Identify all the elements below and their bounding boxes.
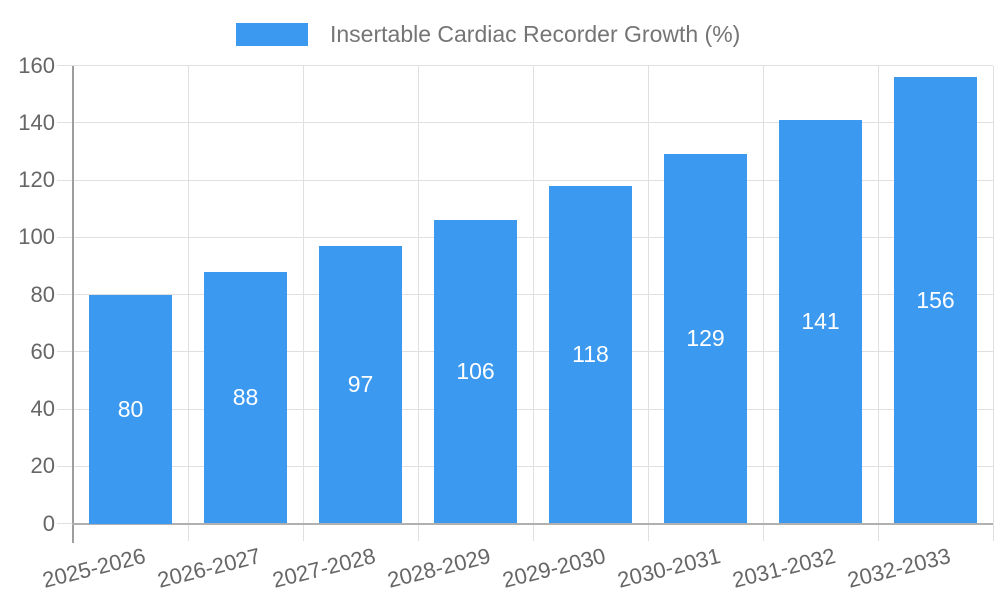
v-gridline [762,65,764,541]
bar-value-label: 106 [456,358,495,385]
bar-value-label: 156 [916,286,955,313]
y-tick-label: 100 [18,224,55,250]
v-gridline [992,65,994,541]
bar[interactable] [89,294,172,524]
x-tick-label: 2031-2032 [730,543,839,593]
v-gridline [877,65,879,541]
x-tick-label: 2027-2028 [270,543,379,593]
x-tick-label: 2030-2031 [615,543,724,593]
h-gridline [57,351,993,353]
h-gridline [57,465,993,467]
x-tick-label: 2028-2029 [385,543,494,593]
y-tick-label: 60 [30,338,55,364]
y-axis-line [72,65,74,543]
v-gridline [417,65,419,541]
legend[interactable]: Insertable Cardiac Recorder Growth (%) [236,20,740,48]
h-gridline [57,179,993,181]
x-tick-label: 2032-2033 [845,543,954,593]
bar-value-label: 88 [232,384,259,411]
x-axis-line [72,523,993,525]
x-tick-label: 2025-2026 [40,543,149,593]
bar-value-label: 97 [347,371,374,398]
y-tick-label: 20 [30,453,55,479]
bar[interactable] [894,76,977,524]
y-tick-label: 0 [42,510,55,536]
y-axis-tick [57,523,73,524]
h-gridline [57,122,993,124]
bar-value-label: 141 [801,308,840,335]
legend-label: Insertable Cardiac Recorder Growth (%) [330,21,741,47]
x-tick-label: 2026-2027 [155,543,264,593]
bar[interactable] [664,154,747,524]
y-tick-label: 40 [30,396,55,421]
y-tick-label: 80 [30,281,55,307]
legend-swatch[interactable] [236,22,308,46]
v-gridline [302,65,304,541]
v-gridline [532,65,534,541]
bar[interactable] [204,271,287,524]
bar-value-label: 80 [117,395,144,422]
h-gridline [57,65,993,66]
v-gridline [187,65,189,541]
y-tick-label: 140 [18,109,55,135]
y-tick-label: 120 [18,167,55,192]
bar-value-label: 118 [572,341,609,368]
y-tick-label: 160 [18,52,55,78]
v-gridline [647,65,649,541]
bar[interactable] [779,119,862,524]
h-gridline [57,294,993,295]
bar[interactable] [549,185,632,524]
h-gridline [57,408,993,410]
x-tick-label: 2029-2030 [500,543,609,593]
bar[interactable] [319,245,402,524]
h-gridline [57,236,993,238]
bar-value-label: 129 [686,325,725,352]
bar[interactable] [434,220,517,524]
